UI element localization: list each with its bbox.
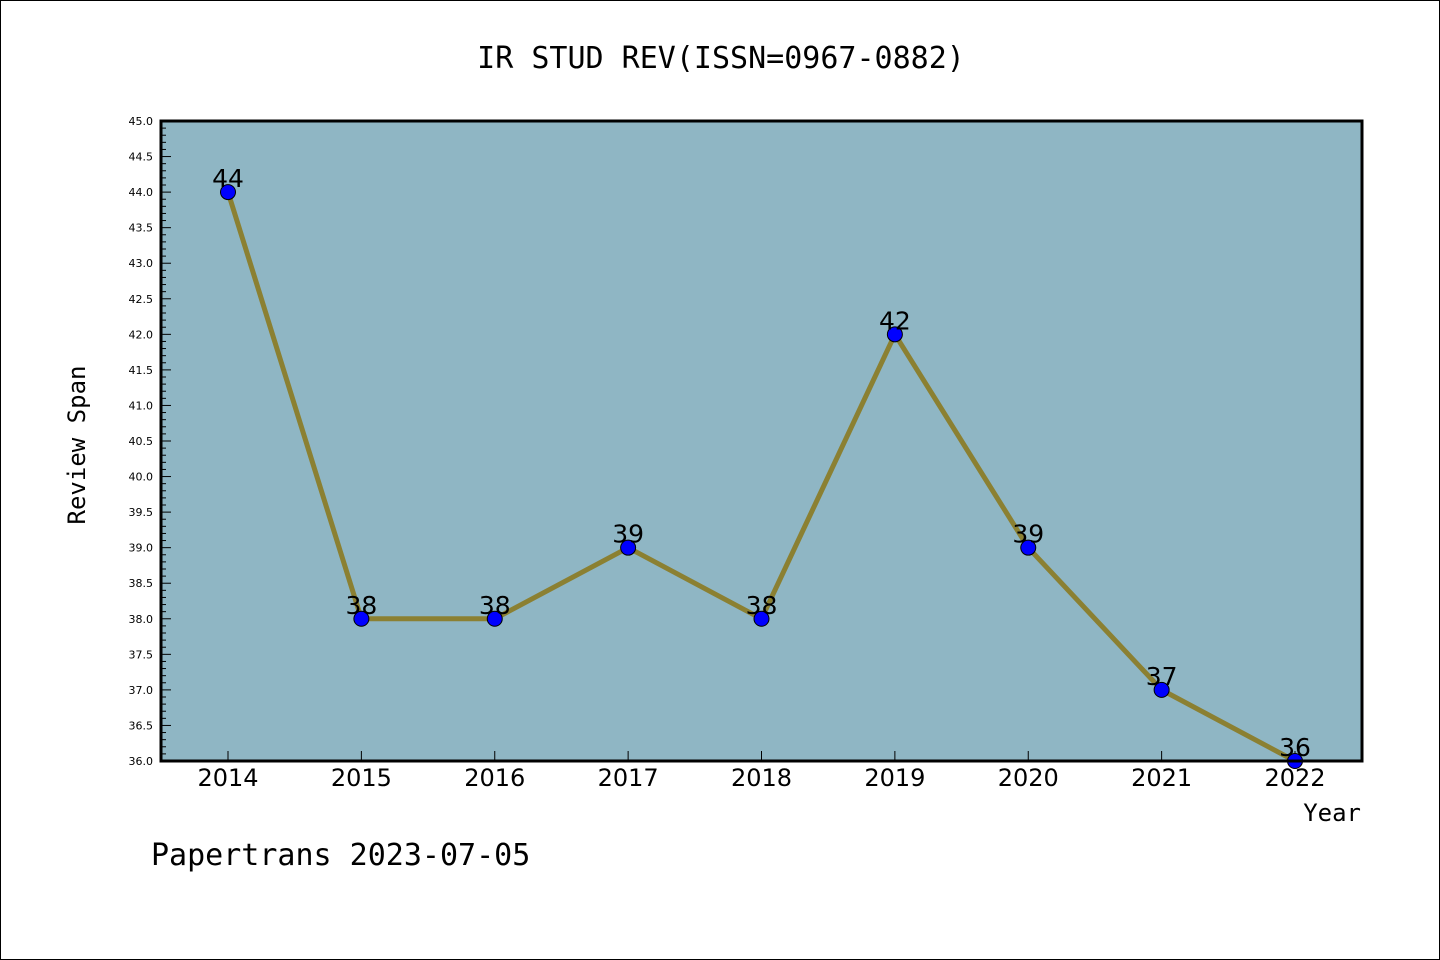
data-label: 39 (612, 520, 644, 549)
y-tick-label: 44.0 (129, 186, 154, 199)
data-point (1020, 539, 1037, 556)
y-tick-label: 36.0 (129, 755, 154, 768)
y-tick-label: 43.5 (129, 222, 154, 235)
y-tick-label: 38.5 (129, 577, 154, 590)
y-tick-label: 40.5 (129, 435, 154, 448)
data-label: 44 (212, 164, 244, 193)
y-axis-label: Review Span (63, 366, 91, 525)
y-tick-label: 38.0 (129, 613, 154, 626)
plot-area (161, 121, 1362, 761)
y-axis-tick-labels: 36.0 36.5 37.0 37.5 38.0 38.5 39.0 39.5 40.0 40.5… (129, 115, 154, 768)
data-point (353, 610, 370, 627)
x-tick-label: 2021 (1131, 764, 1192, 792)
data-point (620, 539, 637, 556)
data-label: 36 (1279, 733, 1311, 762)
x-tick-label: 2018 (731, 764, 792, 792)
data-point (886, 326, 903, 343)
plot-border (159, 119, 1364, 763)
x-tick-label: 2015 (331, 764, 392, 792)
y-tick-label: 41.0 (129, 399, 154, 412)
y-tick-label: 36.5 (129, 719, 154, 732)
x-tick-label: 2016 (464, 764, 525, 792)
chart-title: IR STUD REV(ISSN=0967-0882) (477, 41, 965, 76)
data-label: 38 (345, 591, 377, 620)
y-tick-label: 42.5 (129, 293, 154, 306)
y-tick-label: 43.0 (129, 257, 154, 270)
x-axis-tick-labels: 2014 2015 2016 2017 2018 2019 2020 2021 2022 (197, 764, 1325, 792)
y-tick-label: 37.0 (129, 684, 154, 697)
x-tick-label: 2017 (598, 764, 659, 792)
data-label: 37 (1146, 662, 1178, 691)
data-labels: 44 38 38 39 38 42 39 37 36 (212, 164, 1311, 762)
footer-text: Papertrans 2023-07-05 (151, 838, 530, 873)
y-tick-label: 42.0 (129, 328, 154, 341)
data-label: 38 (479, 591, 511, 620)
data-label: 42 (879, 306, 911, 335)
x-axis-label: Year (1303, 799, 1361, 827)
y-tick-label: 44.5 (129, 151, 154, 164)
x-axis-ticks (227, 751, 1296, 761)
x-tick-label: 2019 (864, 764, 925, 792)
y-tick-label: 45.0 (129, 115, 154, 128)
y-tick-label: 40.0 (129, 471, 154, 484)
data-markers (220, 184, 1303, 769)
data-label: 38 (746, 591, 778, 620)
x-tick-label: 2020 (998, 764, 1059, 792)
data-point (753, 610, 770, 627)
y-tick-label: 41.5 (129, 364, 154, 377)
data-point (486, 610, 503, 627)
data-label: 39 (1012, 520, 1044, 549)
data-point (220, 184, 236, 201)
y-tick-label: 37.5 (129, 648, 154, 661)
y-tick-label: 39.5 (129, 506, 154, 519)
x-tick-label: 2014 (197, 764, 258, 792)
y-tick-label: 39.0 (129, 542, 154, 555)
data-point (1153, 681, 1170, 698)
